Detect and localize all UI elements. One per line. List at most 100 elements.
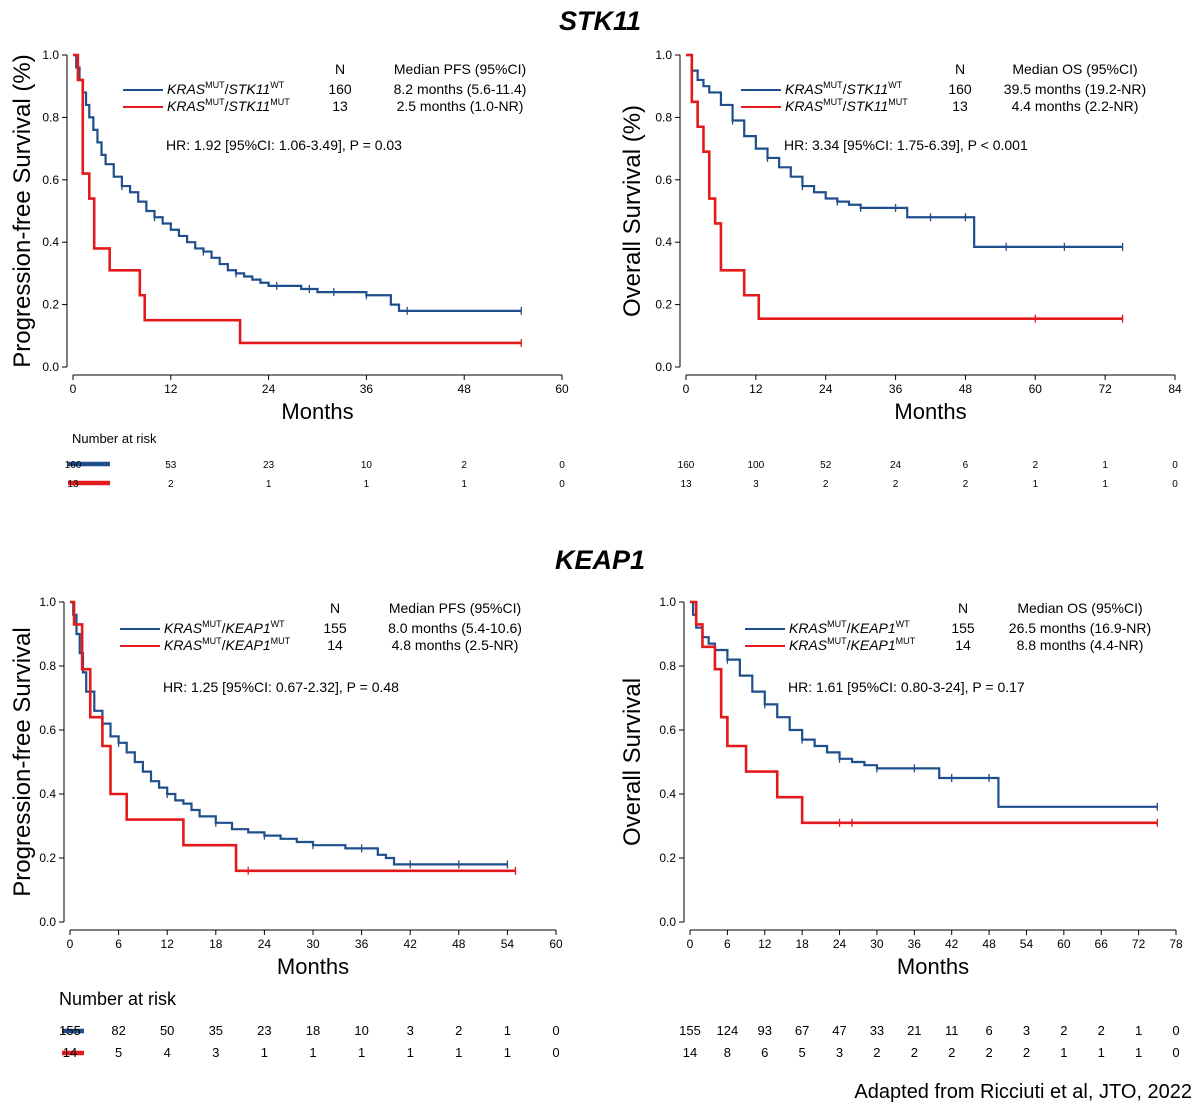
risk-count: 0 bbox=[552, 1023, 559, 1038]
x-tick-label: 24 bbox=[262, 382, 276, 396]
y-tick-label: 0.2 bbox=[655, 298, 672, 312]
km-plot-keap1-os: 0.00.20.40.60.81.00 6 12 18 24 30 36 42 48 54 60 66… bbox=[619, 595, 1183, 1060]
y-tick-label: 0.4 bbox=[42, 235, 59, 249]
risk-count: 160 bbox=[678, 460, 695, 471]
risk-count: 14 bbox=[683, 1045, 697, 1060]
hazard-ratio-text: HR: 1.61 [95%CI: 0.80-3-24], P = 0.17 bbox=[788, 679, 1025, 695]
risk-count: 5 bbox=[799, 1045, 806, 1060]
risk-count: 6 bbox=[761, 1045, 768, 1060]
risk-count: 0 bbox=[559, 479, 565, 490]
legend-n-header: N bbox=[335, 61, 345, 77]
number-at-risk-label: Number at risk bbox=[72, 431, 157, 446]
x-tick-label: 66 bbox=[1095, 937, 1109, 951]
risk-count: 2 bbox=[1033, 460, 1039, 471]
y-axis-label: Overall Survival bbox=[619, 678, 646, 846]
legend-label: KRASMUT/STK11MUT bbox=[785, 97, 908, 114]
legend-label: KRASMUT/KEAP1WT bbox=[789, 619, 910, 636]
section-title-stk11: STK11 bbox=[558, 6, 642, 36]
y-tick-label: 0.2 bbox=[42, 298, 59, 312]
km-plot-stk11-pfs: 0.00.20.40.60.81.00 12 24 36 48 60Progression… bbox=[9, 48, 569, 490]
risk-count: 13 bbox=[67, 479, 79, 490]
legend-stat-header: Median PFS (95%CI) bbox=[394, 61, 526, 77]
risk-count: 21 bbox=[907, 1023, 921, 1038]
x-tick-label: 24 bbox=[819, 382, 833, 396]
y-tick-label: 0.0 bbox=[42, 360, 59, 374]
legend-stat-value: 4.4 months (2.2-NR) bbox=[1012, 98, 1139, 114]
legend-n-value: 14 bbox=[327, 637, 343, 653]
x-tick-label: 42 bbox=[404, 937, 418, 951]
legend-stat-header: Median PFS (95%CI) bbox=[389, 600, 521, 616]
km-curve-mutant bbox=[690, 600, 1158, 825]
km-curve-wildtype bbox=[686, 53, 1123, 248]
x-tick-label: 72 bbox=[1132, 937, 1146, 951]
y-tick-label: 0.0 bbox=[39, 915, 56, 929]
risk-count: 1 bbox=[358, 1045, 365, 1060]
x-tick-label: 48 bbox=[452, 937, 466, 951]
y-tick-label: 0.4 bbox=[39, 787, 56, 801]
risk-count: 2 bbox=[1060, 1023, 1067, 1038]
risk-count: 1 bbox=[1060, 1045, 1067, 1060]
x-tick-label: 60 bbox=[549, 937, 563, 951]
y-axis-label: Progression-free Survival (%) bbox=[9, 54, 36, 367]
risk-count: 1 bbox=[504, 1023, 511, 1038]
risk-count: 2 bbox=[873, 1045, 880, 1060]
y-tick-label: 0.6 bbox=[659, 723, 676, 737]
risk-count: 1 bbox=[261, 1045, 268, 1060]
risk-count: 1 bbox=[1135, 1023, 1142, 1038]
legend-label: KRASMUT/KEAP1MUT bbox=[164, 636, 291, 653]
legend-n-header: N bbox=[958, 600, 968, 616]
risk-count: 2 bbox=[1098, 1023, 1105, 1038]
x-tick-label: 24 bbox=[258, 937, 272, 951]
legend-stat-value: 26.5 months (16.9-NR) bbox=[1009, 620, 1151, 636]
x-tick-label: 0 bbox=[67, 937, 74, 951]
x-tick-label: 48 bbox=[982, 937, 996, 951]
x-tick-label: 30 bbox=[306, 937, 320, 951]
risk-count: 2 bbox=[948, 1045, 955, 1060]
y-tick-label: 0.8 bbox=[655, 110, 672, 124]
risk-count: 5 bbox=[115, 1045, 122, 1060]
x-axis-label: Months bbox=[897, 954, 969, 979]
risk-count: 160 bbox=[65, 460, 82, 471]
km-curve-wildtype bbox=[73, 53, 522, 312]
legend-label: KRASMUT/KEAP1WT bbox=[164, 619, 285, 636]
risk-count: 3 bbox=[407, 1023, 414, 1038]
x-axis-label: Months bbox=[277, 954, 349, 979]
x-tick-label: 24 bbox=[833, 937, 847, 951]
risk-count: 23 bbox=[257, 1023, 271, 1038]
risk-count: 1 bbox=[504, 1045, 511, 1060]
risk-count: 24 bbox=[890, 460, 902, 471]
risk-count: 0 bbox=[1172, 1023, 1179, 1038]
legend-n-value: 14 bbox=[955, 637, 971, 653]
legend-stat-value: 4.8 months (2.5-NR) bbox=[392, 637, 519, 653]
citation: Adapted from Ricciuti et al, JTO, 2022 bbox=[854, 1081, 1192, 1103]
risk-count: 10 bbox=[354, 1023, 368, 1038]
legend-label: KRASMUT/KEAP1MUT bbox=[789, 636, 916, 653]
y-tick-label: 0.0 bbox=[659, 915, 676, 929]
risk-count: 0 bbox=[552, 1045, 559, 1060]
x-tick-label: 18 bbox=[795, 937, 809, 951]
y-tick-label: 0.2 bbox=[39, 851, 56, 865]
risk-count: 67 bbox=[795, 1023, 809, 1038]
risk-count: 100 bbox=[748, 460, 765, 471]
x-tick-label: 36 bbox=[889, 382, 903, 396]
x-tick-label: 6 bbox=[115, 937, 122, 951]
risk-count: 82 bbox=[111, 1023, 125, 1038]
y-tick-label: 0.0 bbox=[655, 360, 672, 374]
y-tick-label: 1.0 bbox=[42, 48, 59, 62]
x-axis-label: Months bbox=[281, 399, 353, 424]
risk-count: 47 bbox=[832, 1023, 846, 1038]
x-tick-label: 60 bbox=[1029, 382, 1043, 396]
hazard-ratio-text: HR: 1.92 [95%CI: 1.06-3.49], P = 0.03 bbox=[166, 137, 402, 153]
legend-n-value: 13 bbox=[332, 98, 348, 114]
risk-count: 10 bbox=[361, 460, 373, 471]
risk-count: 52 bbox=[820, 460, 832, 471]
x-tick-label: 0 bbox=[683, 382, 690, 396]
risk-count: 14 bbox=[63, 1045, 77, 1060]
x-tick-label: 12 bbox=[164, 382, 178, 396]
y-tick-label: 0.8 bbox=[42, 110, 59, 124]
legend-stat-header: Median OS (95%CI) bbox=[1017, 600, 1142, 616]
risk-count: 35 bbox=[209, 1023, 223, 1038]
legend-label: KRASMUT/STK11WT bbox=[167, 80, 285, 97]
x-tick-label: 48 bbox=[959, 382, 973, 396]
y-axis-label: Overall Survival (%) bbox=[619, 105, 646, 317]
